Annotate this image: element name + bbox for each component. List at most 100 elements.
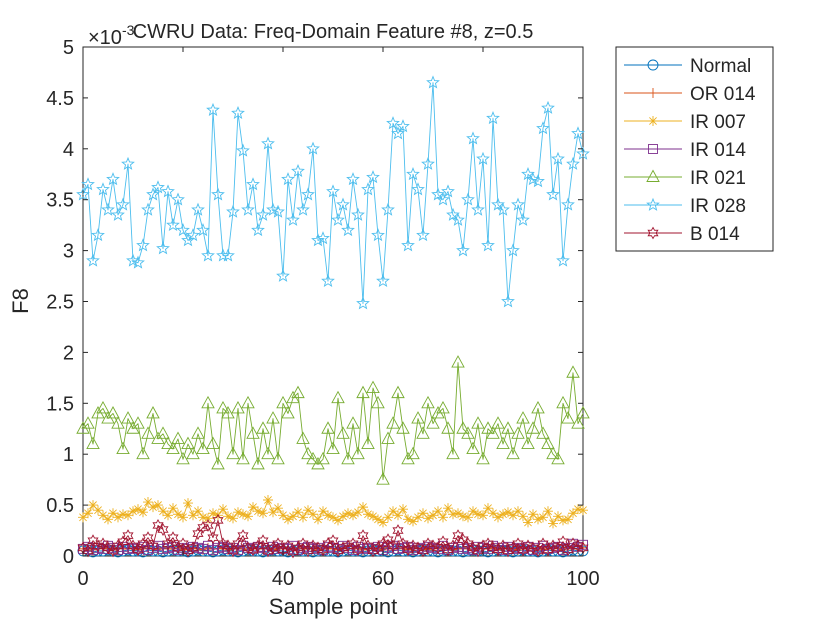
data-point-b-014 — [442, 543, 454, 557]
data-point-ir-028 — [271, 204, 285, 218]
data-point-b-014 — [347, 537, 359, 551]
data-point-ir-021 — [346, 416, 360, 429]
data-point-b-014 — [292, 541, 304, 555]
data-point-ir-007 — [298, 512, 308, 523]
data-point-ir-021 — [466, 441, 480, 455]
data-point-ir-028 — [106, 172, 120, 186]
data-point-ir-007 — [268, 507, 278, 518]
x-tick-label: 40 — [272, 568, 294, 590]
data-point-ir-007 — [223, 511, 233, 522]
data-point-ir-028 — [451, 212, 465, 226]
data-point-ir-021 — [81, 416, 95, 429]
data-point-ir-007 — [438, 512, 448, 523]
y-tick-label: 2.5 — [46, 292, 74, 314]
data-point-b-014 — [457, 533, 469, 547]
data-point-ir-021 — [496, 436, 510, 449]
data-point-ir-028 — [231, 105, 245, 120]
data-point-ir-028 — [351, 207, 365, 221]
data-point-ir-007 — [458, 511, 468, 522]
data-point-ir-021 — [241, 395, 255, 409]
data-point-ir-028 — [371, 228, 385, 242]
data-point-b-014 — [162, 537, 174, 551]
data-point-b-014 — [512, 537, 524, 551]
data-point-b-014 — [247, 543, 259, 557]
data-point-ir-021 — [531, 400, 545, 414]
data-point-ir-028 — [361, 182, 375, 196]
data-point-ir-028 — [221, 248, 235, 262]
data-point-ir-014 — [483, 543, 493, 554]
data-point-ir-021 — [491, 416, 505, 429]
data-point-ir-021 — [296, 431, 310, 444]
data-point-ir-028 — [151, 180, 165, 194]
data-point-ir-021 — [506, 446, 520, 460]
data-point-ir-021 — [166, 441, 180, 455]
data-point-ir-007 — [83, 508, 93, 519]
data-point-ir-007 — [78, 512, 88, 523]
data-point-b-014 — [317, 543, 329, 557]
data-point-b-014 — [297, 537, 309, 551]
data-point-or-014 — [448, 544, 458, 555]
data-point-ir-007 — [503, 507, 513, 518]
data-point-ir-028 — [321, 273, 335, 287]
data-point-b-014 — [332, 544, 344, 558]
data-point-ir-007 — [473, 509, 483, 520]
data-point-ir-028 — [381, 202, 395, 216]
legend-label: OR 014 — [690, 84, 756, 105]
data-point-b-014 — [367, 544, 379, 558]
data-point-b-014 — [172, 541, 184, 555]
data-point-b-014 — [287, 545, 299, 559]
data-point-ir-028 — [186, 228, 200, 242]
y-tick-label: 5 — [63, 37, 74, 59]
data-point-ir-028 — [531, 174, 545, 188]
data-point-b-014 — [192, 527, 204, 541]
data-point-ir-007 — [123, 510, 133, 521]
data-point-ir-028 — [491, 197, 505, 211]
series-ir-007 — [78, 495, 588, 529]
data-point-ir-021 — [256, 421, 270, 434]
legend-item-ir-028: IR 028 — [624, 196, 746, 217]
data-point-ir-021 — [516, 411, 530, 424]
data-point-b-014 — [497, 539, 509, 553]
data-point-ir-007 — [208, 508, 218, 519]
data-point-b-014 — [377, 537, 389, 551]
data-point-ir-007 — [278, 510, 288, 521]
data-point-b-014 — [272, 537, 284, 551]
data-point-b-014 — [122, 529, 134, 543]
y-tick-label: 1.5 — [46, 393, 74, 415]
data-point-ir-028 — [511, 197, 525, 211]
data-point-ir-028 — [136, 238, 150, 252]
data-point-ir-007 — [118, 509, 128, 520]
data-point-ir-028 — [436, 192, 450, 206]
legend-marker — [647, 59, 659, 71]
data-point-b-014 — [267, 541, 279, 555]
data-point-ir-021 — [561, 411, 575, 424]
data-point-ir-021 — [481, 421, 495, 434]
data-point-b-014 — [207, 531, 219, 545]
data-point-ir-028 — [391, 126, 405, 140]
data-point-b-014 — [147, 539, 159, 553]
data-point-ir-007 — [563, 514, 573, 525]
data-point-ir-028 — [301, 187, 315, 201]
data-point-ir-028 — [326, 184, 340, 198]
data-point-ir-028 — [86, 253, 100, 267]
data-point-ir-028 — [211, 187, 225, 201]
data-point-ir-021 — [541, 436, 555, 449]
data-point-ir-021 — [266, 411, 280, 424]
data-point-b-014 — [252, 539, 264, 553]
data-point-ir-028 — [576, 146, 590, 160]
data-point-ir-028 — [501, 294, 515, 308]
data-point-ir-021 — [191, 426, 205, 439]
data-point-ir-021 — [441, 421, 455, 434]
data-point-b-014 — [382, 533, 394, 547]
data-point-ir-028 — [411, 182, 425, 196]
data-point-b-014 — [392, 524, 404, 537]
data-point-ir-028 — [236, 143, 250, 157]
data-point-ir-007 — [193, 506, 203, 517]
data-point-ir-007 — [393, 510, 403, 521]
legend-label: IR 014 — [690, 140, 746, 161]
data-point-ir-007 — [513, 506, 523, 517]
y-tick-label: 3 — [63, 241, 74, 263]
data-point-ir-028 — [311, 233, 325, 247]
data-point-ir-007 — [303, 505, 313, 516]
data-point-b-014 — [237, 529, 249, 543]
